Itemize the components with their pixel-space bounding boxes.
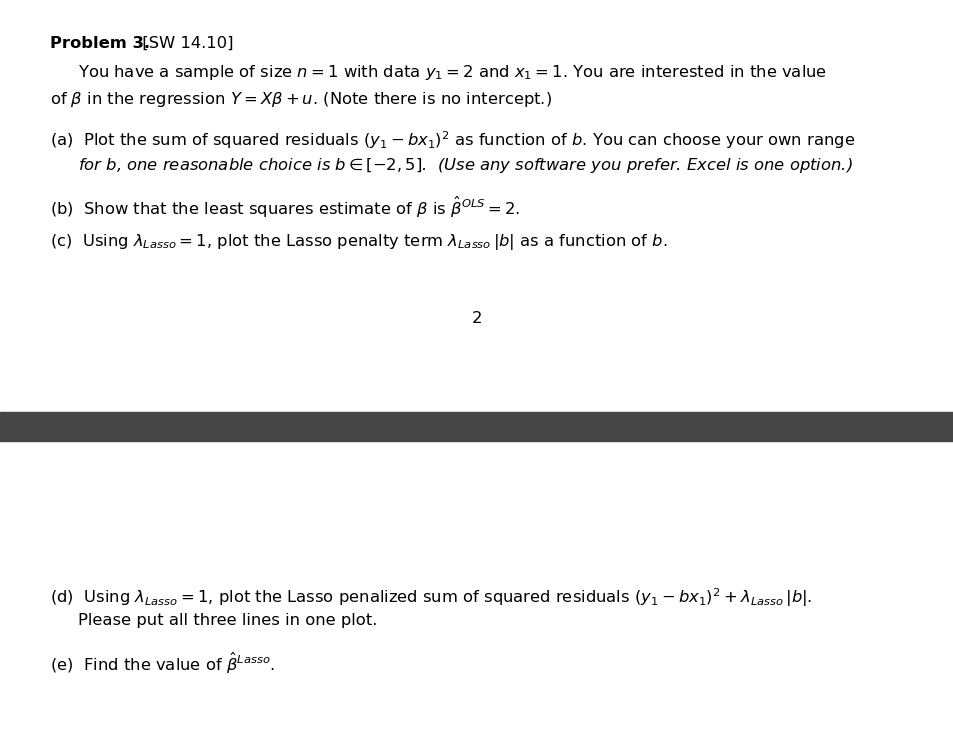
Text: (e)  Find the value of $\hat{\beta}^{Lasso}$.: (e) Find the value of $\hat{\beta}^{Lass… — [50, 651, 274, 676]
Text: (d)  Using $\lambda_{Lasso} = 1$, plot the Lasso penalized sum of squared residu: (d) Using $\lambda_{Lasso} = 1$, plot th… — [50, 587, 811, 609]
Text: of $\beta$ in the regression $Y = X\beta + u$. (Note there is no intercept.): of $\beta$ in the regression $Y = X\beta… — [50, 90, 551, 109]
Text: 2: 2 — [471, 311, 482, 326]
Bar — [0, 412, 953, 440]
Text: [SW 14.10]: [SW 14.10] — [137, 36, 233, 51]
Text: (a)  Plot the sum of squared residuals $(y_1 - bx_1)^2$ as function of $b$. You : (a) Plot the sum of squared residuals $(… — [50, 129, 854, 151]
Text: Problem 3.: Problem 3. — [50, 36, 150, 51]
Text: You have a sample of size $n = 1$ with data $y_1 = 2$ and $x_1 = 1$. You are int: You have a sample of size $n = 1$ with d… — [78, 63, 826, 82]
Text: for $b$, one reasonable choice is $b \in [-2, 5]$.  (Use any software you prefer: for $b$, one reasonable choice is $b \in… — [78, 156, 852, 175]
Text: (c)  Using $\lambda_{Lasso} = 1$, plot the Lasso penalty term $\lambda_{Lasso}\,: (c) Using $\lambda_{Lasso} = 1$, plot th… — [50, 232, 666, 253]
Text: Please put all three lines in one plot.: Please put all three lines in one plot. — [78, 613, 377, 628]
Text: (b)  Show that the least squares estimate of $\beta$ is $\hat{\beta}^{OLS} = 2$.: (b) Show that the least squares estimate… — [50, 195, 519, 220]
